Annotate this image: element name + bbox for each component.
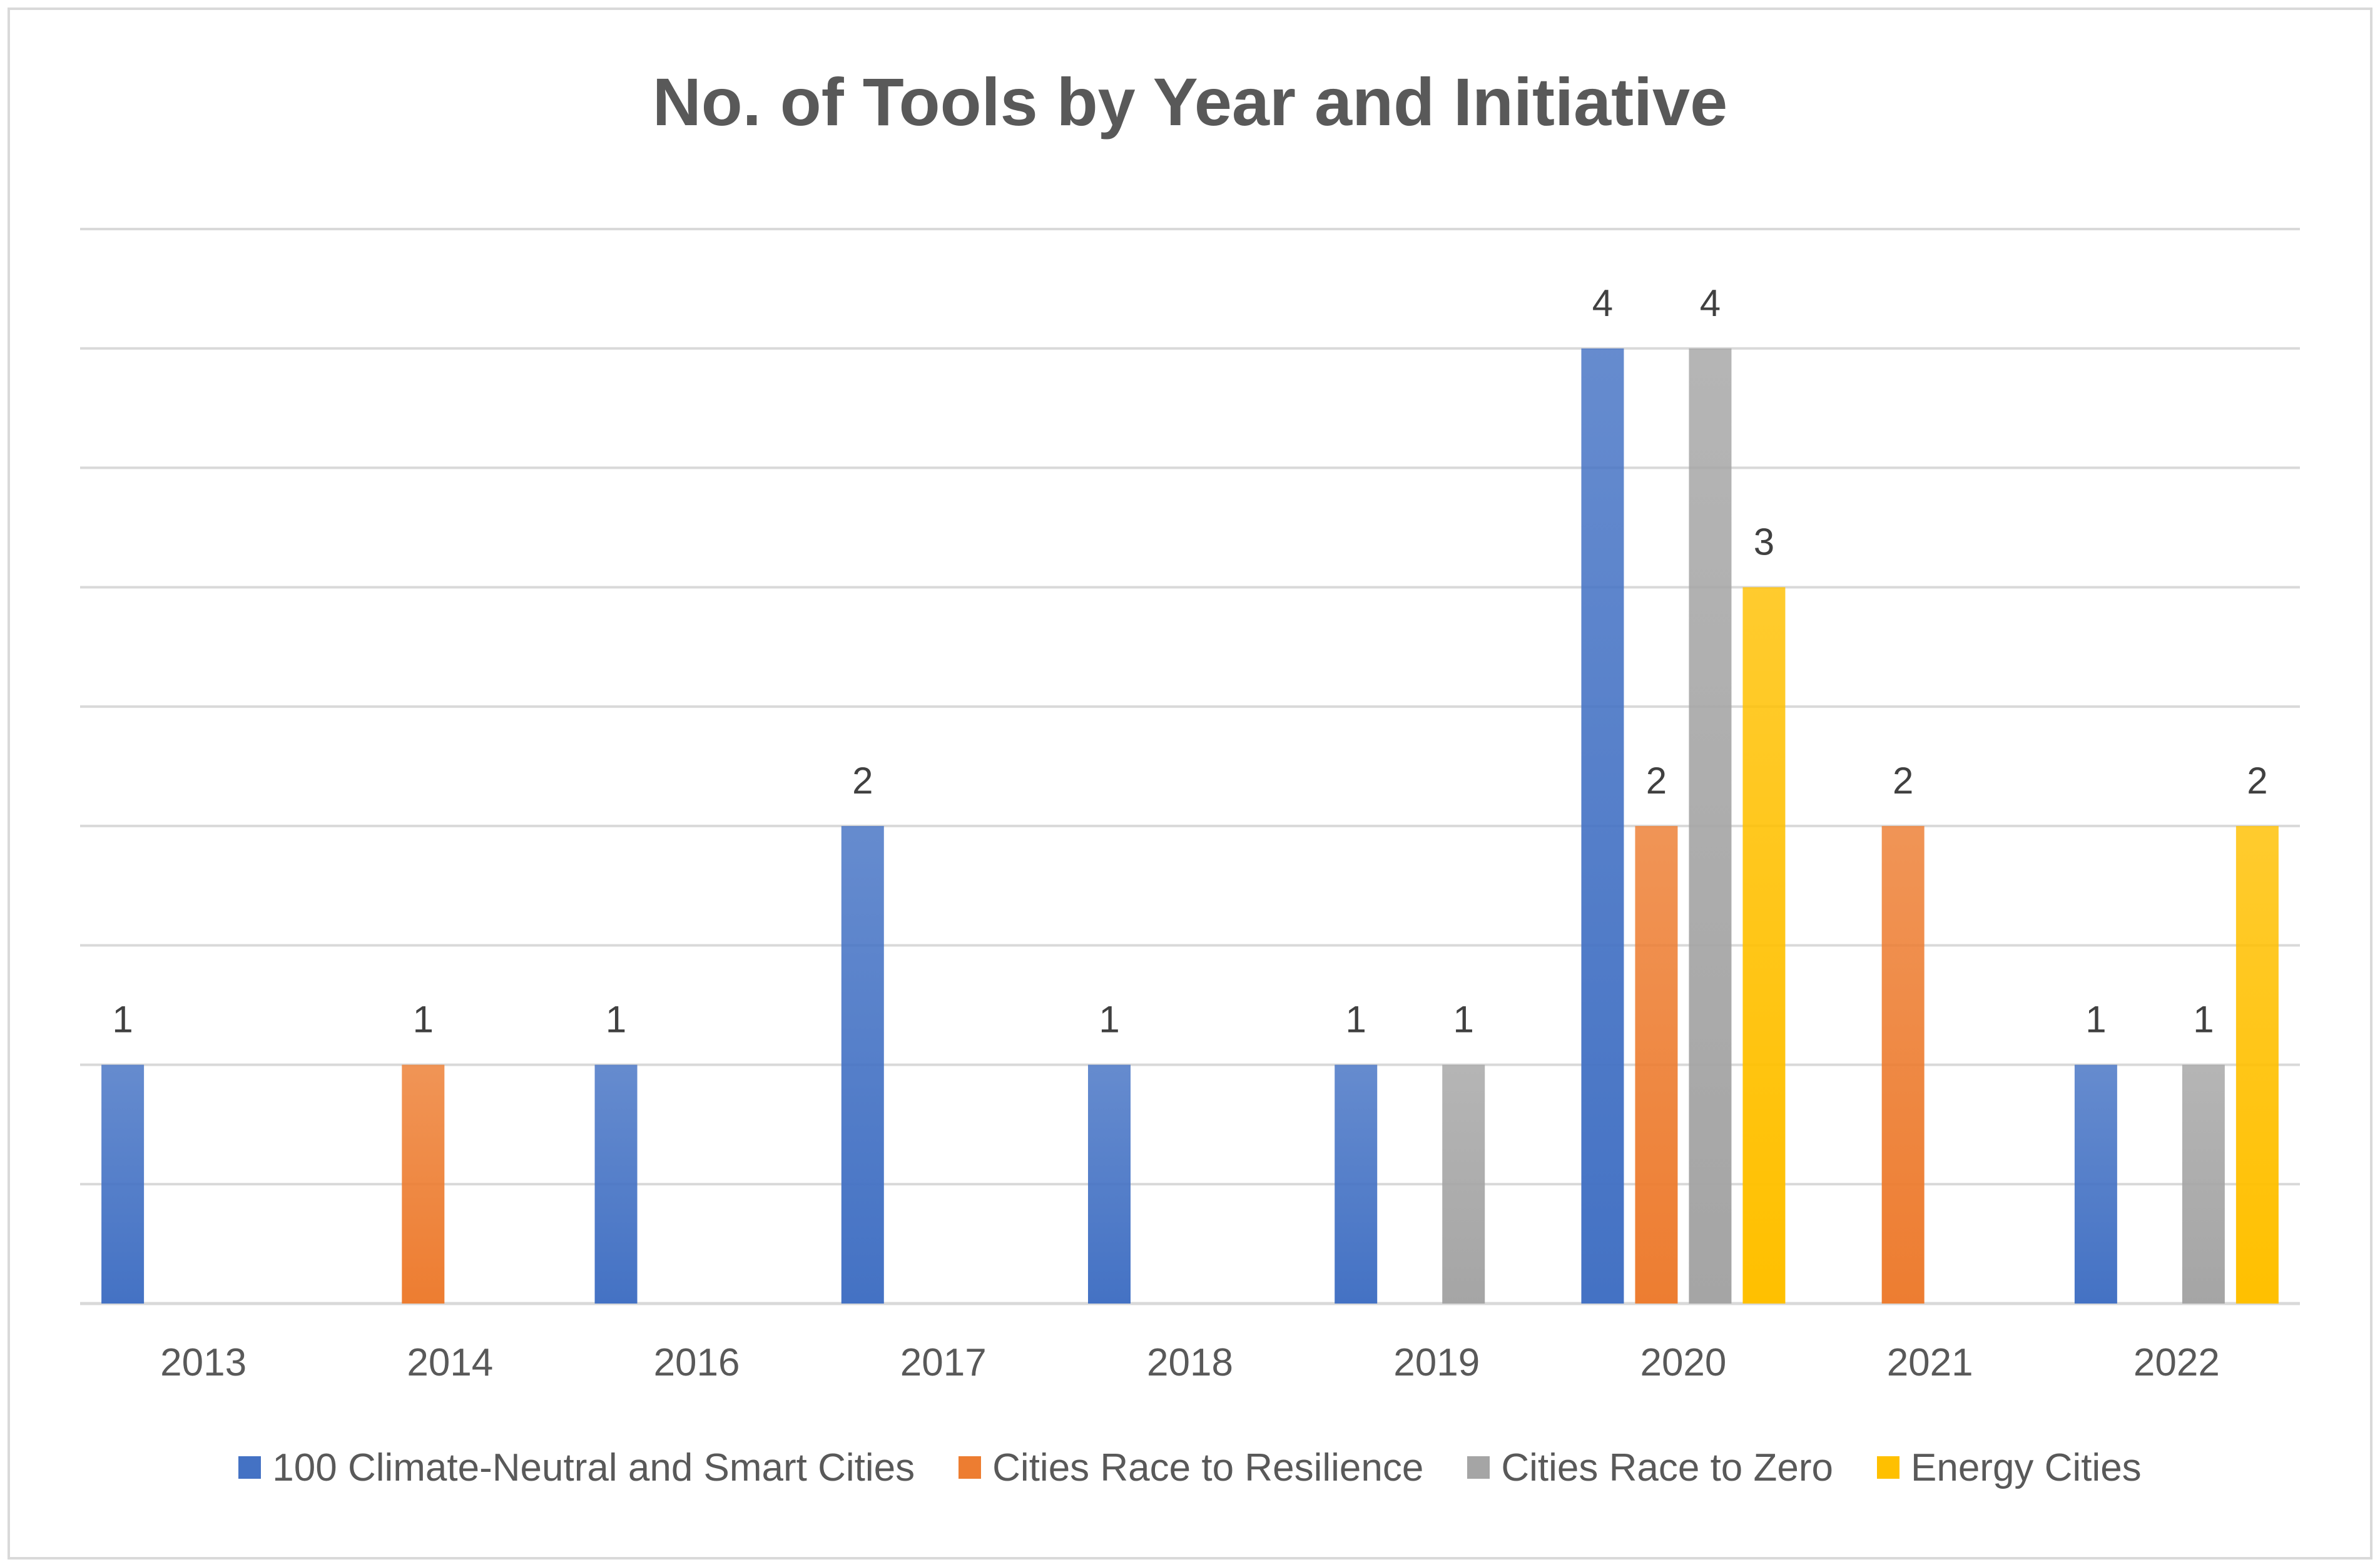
- data-label: 4: [1700, 282, 1721, 324]
- bar: [594, 1064, 638, 1304]
- bar: [1635, 825, 1678, 1304]
- gridlines: [80, 228, 2300, 1305]
- bar: [1742, 587, 1786, 1304]
- bar: [1881, 825, 1925, 1304]
- x-axis-ticks: 2013 2014 2016 2017 2018 2019 2020 2021 2022: [160, 1341, 2220, 1384]
- x-tick-label: 2020: [1640, 1341, 1726, 1384]
- data-label: 1: [112, 998, 133, 1040]
- data-label: 2: [2247, 760, 2267, 802]
- chart-title: No. of Tools by Year and Initiative: [652, 64, 1728, 140]
- legend-item: 100 Climate-Neutral and Smart Cities: [238, 1446, 915, 1490]
- bar: [2182, 1064, 2225, 1304]
- x-tick-label: 2018: [1147, 1341, 1233, 1384]
- data-label: 2: [1646, 760, 1667, 802]
- x-tick-label: 2013: [160, 1341, 247, 1384]
- data-labels: 1 1 1 2 1 1 1 4 2 4 3 2 1 1 2: [112, 282, 2267, 1041]
- legend-swatch: [959, 1456, 982, 1479]
- legend-item: Cities Race to Resilience: [959, 1446, 1423, 1490]
- legend-label: Energy Cities: [1910, 1446, 2142, 1489]
- legend-label: 100 Climate-Neutral and Smart Cities: [272, 1446, 915, 1489]
- data-label: 1: [1099, 998, 1119, 1040]
- legend-swatch: [1876, 1456, 1899, 1479]
- bar: [1581, 348, 1624, 1304]
- data-label: 1: [2193, 998, 2214, 1040]
- legend-label: Cities Race to Zero: [1501, 1446, 1833, 1489]
- chart-frame: [8, 8, 2372, 1559]
- legend-item: Energy Cities: [1876, 1446, 2142, 1490]
- data-label: 1: [2085, 998, 2106, 1040]
- x-tick-label: 2019: [1393, 1341, 1480, 1384]
- bar: [402, 1064, 445, 1304]
- data-label: 2: [852, 760, 873, 802]
- bar: [1442, 1064, 1485, 1304]
- bar: [1335, 1064, 1378, 1304]
- bar: [2074, 1064, 2117, 1304]
- legend-item: Cities Race to Zero: [1467, 1446, 1833, 1490]
- data-label: 3: [1754, 521, 1774, 563]
- bar: [101, 1064, 145, 1304]
- x-tick-label: 2016: [654, 1341, 740, 1384]
- x-tick-label: 2021: [1887, 1341, 1973, 1384]
- data-label: 2: [1893, 760, 1913, 802]
- legend-label: Cities Race to Resilience: [992, 1446, 1424, 1489]
- bar: [1689, 348, 1732, 1304]
- bar: [1088, 1064, 1131, 1304]
- legend: 100 Climate-Neutral and Smart Cities Citi…: [0, 1439, 2380, 1496]
- data-label: 1: [413, 998, 434, 1040]
- data-label: 1: [1346, 998, 1366, 1040]
- data-label: 4: [1592, 282, 1613, 324]
- bars: [101, 348, 2279, 1304]
- data-label: 1: [1453, 998, 1474, 1040]
- legend-swatch: [238, 1456, 262, 1479]
- legend-swatch: [1467, 1456, 1490, 1479]
- x-tick-label: 2014: [407, 1341, 493, 1384]
- bar: [841, 825, 884, 1304]
- data-label: 1: [606, 998, 626, 1040]
- x-tick-label: 2022: [2133, 1341, 2220, 1384]
- x-tick-label: 2017: [900, 1341, 987, 1384]
- bar: [2235, 825, 2279, 1304]
